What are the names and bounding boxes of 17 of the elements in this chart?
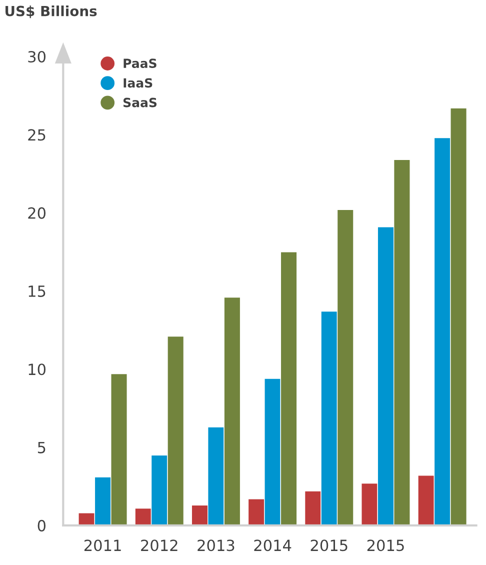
- x-tick-label: 2013: [198, 540, 234, 552]
- y-tick-label: 30: [28, 50, 46, 63]
- x-tick-label: 2015: [367, 540, 404, 552]
- y-tick-label: 25: [28, 129, 46, 141]
- y-tick-label: 5: [38, 442, 46, 454]
- y-axis-title: US$ Billions: [6, 6, 97, 18]
- y-tick-label: 0: [38, 520, 46, 532]
- x-tick-label: 2015: [310, 540, 348, 552]
- y-tick-label: 10: [28, 364, 46, 376]
- y-tick-label: 15: [28, 286, 46, 297]
- legend-label: IaaS: [124, 78, 152, 88]
- y-tick-label: 20: [28, 207, 46, 219]
- x-tick-label: 2011: [84, 540, 121, 552]
- x-tick-label: 2012: [141, 540, 178, 552]
- legend-label: SaaS: [123, 98, 157, 108]
- x-tick-label: 2014: [254, 540, 292, 552]
- legend-label: PaaS: [124, 58, 156, 68]
